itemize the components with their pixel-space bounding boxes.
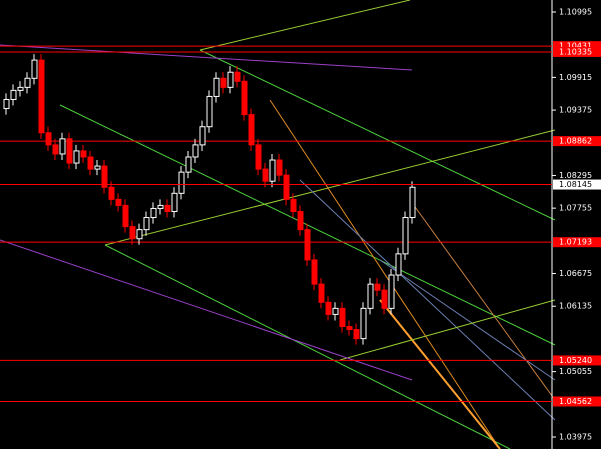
bid-label: 1.08145 — [559, 180, 592, 189]
candle-body — [115, 198, 122, 206]
candle-body — [227, 71, 234, 88]
candle-body — [311, 259, 318, 285]
candle-body — [374, 283, 381, 291]
candle-body — [262, 168, 269, 182]
candle-body — [3, 98, 10, 110]
candle-body — [318, 283, 325, 303]
candle-body — [101, 165, 108, 188]
candle-body — [185, 156, 192, 173]
candle-body — [171, 192, 178, 212]
candle-body — [164, 204, 171, 212]
trendline — [339, 299, 556, 361]
candle-body — [248, 114, 255, 146]
level-label-box — [553, 355, 601, 366]
candle-body — [45, 132, 52, 146]
y-tick-label: 1.03975 — [559, 433, 592, 442]
candle-body — [381, 289, 388, 309]
y-tick-label: 1.10995 — [559, 7, 592, 16]
candle-body — [269, 159, 276, 182]
candle-body — [199, 126, 206, 146]
candle-body — [122, 204, 129, 228]
candle-body — [276, 159, 283, 176]
candle-body — [339, 307, 346, 328]
candle-body — [59, 138, 66, 155]
candle-body — [38, 59, 45, 134]
candle-body — [304, 229, 311, 261]
trendline — [199, 0, 411, 51]
candle-body — [17, 86, 24, 91]
y-tick-label: 1.06135 — [559, 302, 592, 311]
candle-body — [283, 174, 290, 200]
level-label-box — [553, 46, 601, 57]
candle-body — [388, 274, 395, 309]
candle-body — [150, 207, 157, 219]
candle-body — [409, 186, 416, 219]
candle-body — [206, 95, 213, 128]
y-tick-label: 1.08295 — [559, 171, 592, 180]
y-tick-label: 1.09915 — [559, 73, 592, 82]
candle-body — [360, 307, 367, 340]
candle-body — [325, 301, 332, 315]
candle-body — [31, 59, 38, 79]
candle-body — [213, 77, 220, 97]
candle-body — [346, 326, 353, 331]
trendline — [409, 199, 556, 401]
level-label: 1.08862 — [559, 137, 592, 146]
candle-body — [143, 217, 150, 231]
candle-body — [297, 210, 304, 231]
level-label-box — [553, 237, 601, 248]
candle-body — [87, 156, 94, 170]
candle-body — [241, 80, 248, 116]
level-label: 1.10335 — [559, 47, 592, 56]
candle-body — [402, 217, 409, 255]
candle-body — [80, 150, 87, 158]
y-tick-label: 1.07755 — [559, 204, 592, 213]
candle-body — [10, 89, 17, 100]
candle-body — [332, 307, 339, 315]
candle-body — [234, 71, 241, 82]
candle-body — [24, 77, 31, 88]
candle-body — [73, 150, 80, 164]
trendline — [104, 244, 511, 449]
candle-body — [157, 204, 164, 209]
y-tick-label: 1.09375 — [559, 106, 592, 115]
trendline — [379, 299, 501, 449]
candle-body — [108, 186, 115, 200]
trendline — [199, 49, 556, 221]
candle-body — [178, 171, 185, 194]
level-label: 1.05240 — [559, 356, 592, 365]
candle-body — [94, 165, 101, 170]
trendline — [269, 99, 501, 449]
candle-body — [52, 144, 59, 155]
candle-body — [129, 226, 136, 240]
candle-body — [220, 77, 227, 88]
level-label-box — [553, 396, 601, 407]
level-label-box — [553, 41, 601, 52]
level-label: 1.04562 — [559, 397, 592, 406]
candle-body — [66, 138, 73, 164]
y-tick-label: 1.06675 — [559, 269, 592, 278]
bid-label-box — [553, 179, 601, 190]
candle-body — [192, 144, 199, 158]
y-tick-label: 1.05055 — [559, 367, 592, 376]
candle-body — [367, 283, 374, 309]
level-label-box — [553, 136, 601, 147]
candle-body — [255, 144, 262, 170]
level-label: 1.07193 — [559, 238, 592, 247]
indicator-line — [0, 44, 413, 71]
candle-body — [290, 198, 297, 212]
candle-body — [353, 329, 360, 340]
indicator-line — [0, 239, 413, 381]
level-label: 1.10431 — [559, 42, 592, 51]
trendline — [104, 129, 556, 246]
candle-body — [395, 253, 402, 276]
trendline — [299, 179, 556, 421]
candle-body — [136, 229, 143, 240]
